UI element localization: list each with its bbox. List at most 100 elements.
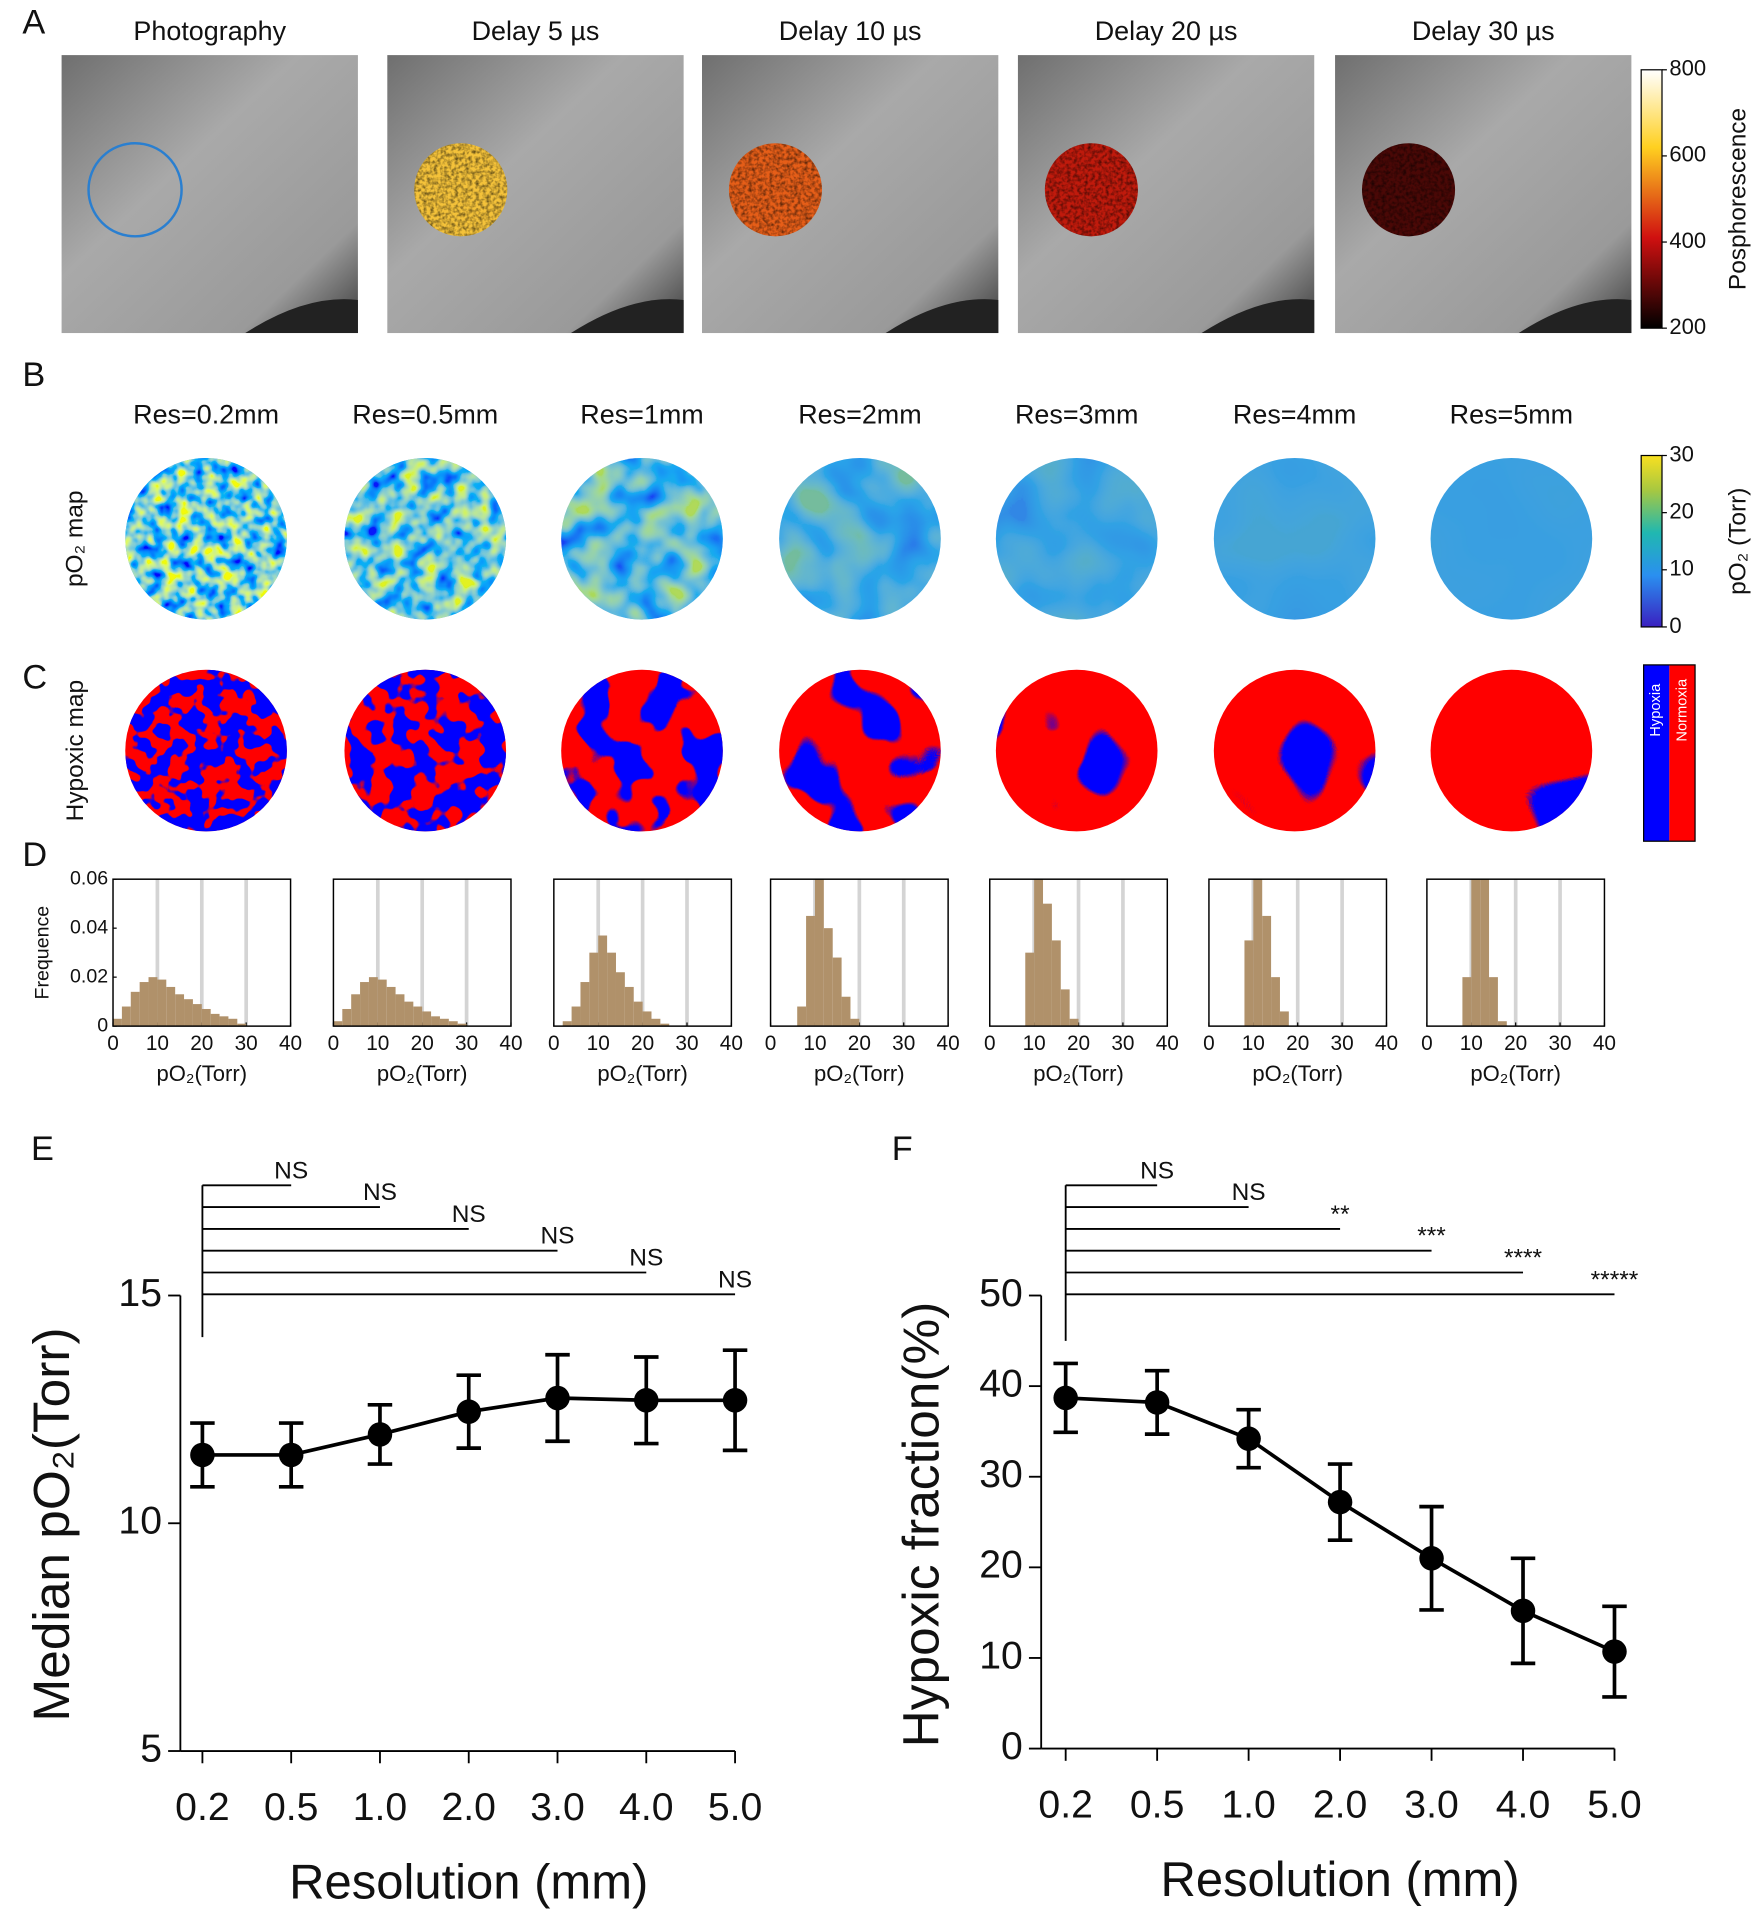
panel-letter: D bbox=[22, 836, 47, 874]
map-title: Res=0.2mm bbox=[133, 399, 279, 429]
map-title: Res=0.5mm bbox=[352, 399, 498, 429]
significance-label: NS bbox=[363, 1179, 397, 1206]
x-tick-label: 40 bbox=[499, 1032, 522, 1055]
significance-label: NS bbox=[274, 1157, 308, 1184]
y-axis-label: Frequence bbox=[31, 906, 53, 1000]
x-tick-label: 20 bbox=[1504, 1032, 1527, 1055]
x-tick-label: 40 bbox=[1156, 1032, 1179, 1055]
plot-frame bbox=[1426, 878, 1606, 1027]
x-tick-label: 20 bbox=[190, 1032, 213, 1055]
x-tick-label: 20 bbox=[1067, 1032, 1090, 1055]
panel-letter: E bbox=[31, 1130, 54, 1168]
photo bbox=[61, 55, 358, 334]
data-point bbox=[1327, 1489, 1353, 1515]
hypoxic-map-regions bbox=[779, 669, 941, 832]
y-axis-label: Median pO₂(Torr) bbox=[22, 1327, 80, 1721]
histogram-bar bbox=[562, 1021, 572, 1027]
x-tick-label: 1.0 bbox=[1221, 1784, 1275, 1827]
histogram-bar bbox=[1471, 879, 1481, 1027]
histogram-bar bbox=[422, 1011, 432, 1027]
photo-shadow bbox=[245, 299, 358, 334]
histogram-bar bbox=[1462, 977, 1472, 1027]
histogram-bar bbox=[386, 986, 396, 1027]
histogram-bar bbox=[1051, 940, 1061, 1027]
plot-frame bbox=[553, 878, 733, 1027]
x-axis-label: pO₂(Torr) bbox=[1470, 1061, 1561, 1086]
histogram-bar bbox=[342, 1008, 352, 1027]
x-axis-label: Resolution (mm) bbox=[289, 1856, 648, 1910]
histogram-bar bbox=[457, 1023, 467, 1027]
histogram-bar bbox=[219, 1016, 229, 1027]
histogram-bar bbox=[148, 977, 158, 1027]
x-tick-label: 0 bbox=[1421, 1032, 1433, 1055]
x-axis-label: pO₂(Torr) bbox=[1033, 1061, 1124, 1086]
significance-label: ** bbox=[1331, 1201, 1351, 1228]
x-axis-label: pO₂(Torr) bbox=[597, 1061, 688, 1086]
map-title: Res=5mm bbox=[1450, 399, 1573, 429]
histogram-bar bbox=[1262, 915, 1272, 1027]
po2-map-texture bbox=[344, 457, 507, 620]
x-tick-label: 0 bbox=[107, 1032, 119, 1055]
panel-letter: B bbox=[22, 356, 45, 394]
data-point bbox=[1419, 1546, 1444, 1571]
map-title: Res=2mm bbox=[798, 399, 921, 429]
histogram-bar bbox=[192, 1004, 202, 1027]
y-tick-label: 5 bbox=[140, 1727, 162, 1770]
row-label: pO₂ map bbox=[62, 491, 89, 588]
x-tick-label: 0.5 bbox=[264, 1786, 318, 1829]
legend-normoxia bbox=[1669, 664, 1696, 842]
x-tick-label: 20 bbox=[631, 1032, 654, 1055]
x-tick-label: 20 bbox=[1286, 1032, 1309, 1055]
x-tick-label: 30 bbox=[892, 1032, 915, 1055]
histogram-bar bbox=[607, 952, 616, 1027]
x-tick-label: 0 bbox=[1203, 1032, 1215, 1055]
histogram-bar bbox=[806, 915, 815, 1027]
x-tick-label: 1.0 bbox=[353, 1786, 407, 1829]
plot-frame bbox=[769, 878, 949, 1027]
histogram-bar bbox=[237, 1023, 247, 1027]
histogram-bar bbox=[439, 1018, 449, 1027]
y-tick-label: 30 bbox=[979, 1453, 1023, 1496]
significance-label: NS bbox=[1232, 1179, 1266, 1206]
histogram-bar bbox=[121, 1006, 131, 1027]
hypoxic-map-regions bbox=[561, 669, 723, 832]
map-title: Res=4mm bbox=[1233, 399, 1356, 429]
significance-label: NS bbox=[629, 1244, 663, 1271]
histogram-bar bbox=[850, 1018, 860, 1027]
plot-frame bbox=[989, 878, 1169, 1027]
x-tick-label: 2.0 bbox=[442, 1786, 496, 1829]
hypoxic-map-regions bbox=[344, 669, 507, 832]
histogram-bar bbox=[333, 1021, 343, 1027]
plot-frame bbox=[332, 878, 512, 1027]
y-tick-label: 20 bbox=[979, 1544, 1023, 1587]
row-label: Hypoxic map bbox=[62, 680, 89, 821]
x-tick-label: 10 bbox=[587, 1032, 610, 1055]
significance-label: **** bbox=[1504, 1244, 1543, 1271]
panel-letter: F bbox=[892, 1130, 913, 1168]
histogram-bar bbox=[404, 1001, 414, 1027]
legend-entry: Normoxia bbox=[1675, 678, 1691, 742]
x-tick-label: 10 bbox=[1460, 1032, 1483, 1055]
map-title: Res=3mm bbox=[1015, 399, 1138, 429]
colorbar-tick-label: 400 bbox=[1669, 228, 1706, 253]
histogram-bar bbox=[395, 994, 405, 1027]
histogram-bar bbox=[660, 1023, 670, 1027]
panel-letter: A bbox=[22, 4, 45, 42]
data-point bbox=[545, 1385, 570, 1411]
histogram-bar bbox=[175, 994, 185, 1027]
histogram-bar bbox=[1069, 1018, 1079, 1027]
data-point bbox=[1602, 1639, 1627, 1664]
significance-label: *** bbox=[1417, 1223, 1446, 1250]
image-title: Delay 20 µs bbox=[1095, 16, 1238, 46]
histogram-bar bbox=[1497, 1021, 1507, 1027]
y-tick-label: 10 bbox=[118, 1500, 162, 1543]
spot-texture bbox=[1044, 143, 1138, 237]
hypoxic-map-regions bbox=[1213, 669, 1376, 832]
histogram-bar bbox=[1480, 879, 1490, 1027]
histogram-bar bbox=[1244, 940, 1254, 1027]
histogram-bar bbox=[615, 972, 625, 1027]
x-tick-label: 0.5 bbox=[1130, 1784, 1184, 1827]
histogram-bar bbox=[1034, 879, 1044, 1027]
y-tick-label: 0.06 bbox=[70, 867, 108, 889]
x-axis-label: pO₂(Torr) bbox=[1252, 1061, 1343, 1086]
